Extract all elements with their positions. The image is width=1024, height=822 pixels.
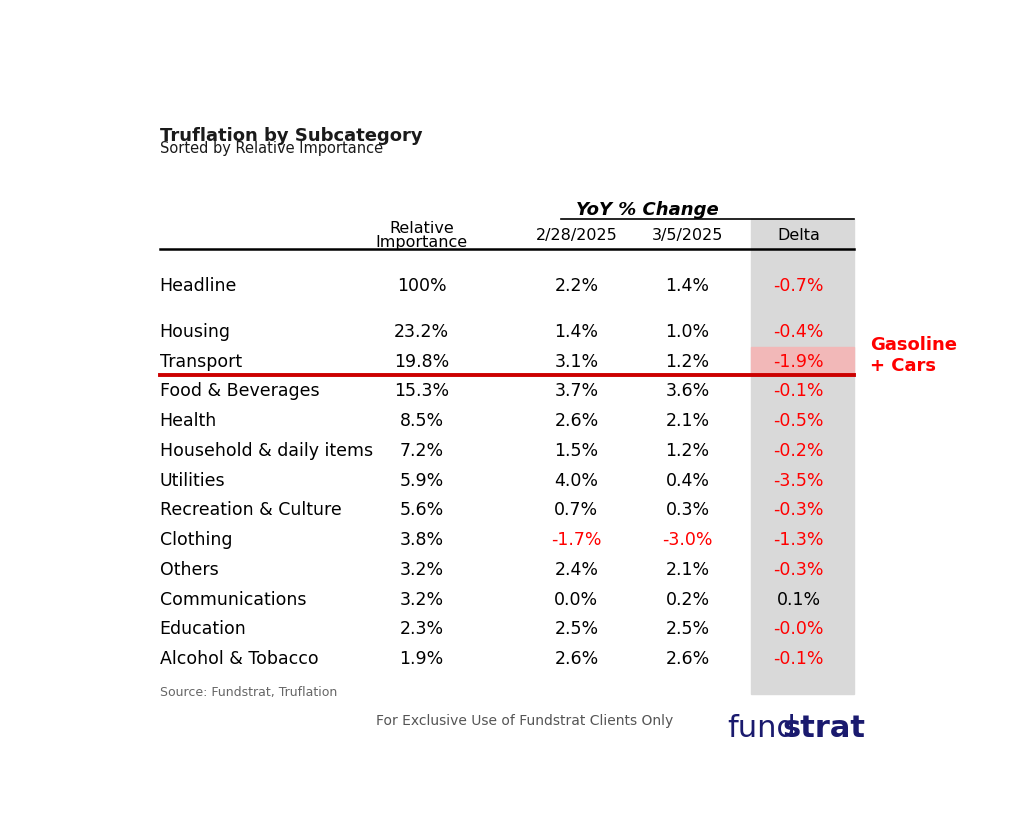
Text: Importance: Importance bbox=[376, 235, 468, 251]
Text: Truflation by Subcategory: Truflation by Subcategory bbox=[160, 127, 422, 145]
Text: Others: Others bbox=[160, 561, 218, 579]
Text: 100%: 100% bbox=[397, 277, 446, 294]
Text: Communications: Communications bbox=[160, 591, 306, 608]
Text: Clothing: Clothing bbox=[160, 531, 232, 549]
Text: 3.1%: 3.1% bbox=[554, 353, 598, 371]
Text: 0.2%: 0.2% bbox=[666, 591, 710, 608]
Text: 0.4%: 0.4% bbox=[666, 472, 710, 490]
Text: 3/5/2025: 3/5/2025 bbox=[652, 229, 723, 243]
Text: Source: Fundstrat, Truflation: Source: Fundstrat, Truflation bbox=[160, 686, 337, 699]
Text: fund: fund bbox=[727, 713, 796, 743]
Text: 2.5%: 2.5% bbox=[666, 621, 710, 639]
Text: 3.8%: 3.8% bbox=[399, 531, 443, 549]
Text: Headline: Headline bbox=[160, 277, 238, 294]
Text: -1.3%: -1.3% bbox=[773, 531, 824, 549]
Text: 2.3%: 2.3% bbox=[399, 621, 443, 639]
Text: 2.6%: 2.6% bbox=[554, 412, 598, 430]
Text: -3.5%: -3.5% bbox=[773, 472, 824, 490]
Text: 2/28/2025: 2/28/2025 bbox=[536, 229, 617, 243]
Text: -1.7%: -1.7% bbox=[551, 531, 602, 549]
Text: 0.7%: 0.7% bbox=[554, 501, 598, 520]
Text: 2.1%: 2.1% bbox=[666, 412, 710, 430]
Text: 2.2%: 2.2% bbox=[554, 277, 598, 294]
Text: 5.6%: 5.6% bbox=[399, 501, 443, 520]
Text: Health: Health bbox=[160, 412, 217, 430]
Text: 2.6%: 2.6% bbox=[554, 650, 598, 668]
Text: 0.3%: 0.3% bbox=[666, 501, 710, 520]
Text: Alcohol & Tobacco: Alcohol & Tobacco bbox=[160, 650, 318, 668]
Text: -0.4%: -0.4% bbox=[773, 323, 823, 341]
Text: 1.9%: 1.9% bbox=[399, 650, 443, 668]
Text: 1.4%: 1.4% bbox=[554, 323, 598, 341]
Text: 1.0%: 1.0% bbox=[666, 323, 710, 341]
Text: 1.4%: 1.4% bbox=[666, 277, 710, 294]
Text: 0.0%: 0.0% bbox=[554, 591, 598, 608]
Text: Utilities: Utilities bbox=[160, 472, 225, 490]
Text: 3.2%: 3.2% bbox=[399, 591, 443, 608]
Text: 2.4%: 2.4% bbox=[554, 561, 598, 579]
Text: YoY % Change: YoY % Change bbox=[577, 201, 719, 219]
Text: -1.9%: -1.9% bbox=[773, 353, 824, 371]
Bar bbox=[751, 347, 854, 375]
Text: Transport: Transport bbox=[160, 353, 242, 371]
Text: 3.2%: 3.2% bbox=[399, 561, 443, 579]
Text: 2.6%: 2.6% bbox=[666, 650, 710, 668]
Text: 0.1%: 0.1% bbox=[776, 591, 820, 608]
Text: -0.1%: -0.1% bbox=[773, 650, 824, 668]
Text: 1.2%: 1.2% bbox=[666, 442, 710, 459]
Text: -0.0%: -0.0% bbox=[773, 621, 824, 639]
Text: For Exclusive Use of Fundstrat Clients Only: For Exclusive Use of Fundstrat Clients O… bbox=[376, 713, 674, 727]
Text: 3.6%: 3.6% bbox=[666, 382, 710, 400]
Text: -0.7%: -0.7% bbox=[773, 277, 824, 294]
Text: 4.0%: 4.0% bbox=[554, 472, 598, 490]
Text: Relative: Relative bbox=[389, 221, 454, 237]
Text: -0.1%: -0.1% bbox=[773, 382, 824, 400]
Text: 15.3%: 15.3% bbox=[394, 382, 450, 400]
Text: Housing: Housing bbox=[160, 323, 230, 341]
Text: Food & Beverages: Food & Beverages bbox=[160, 382, 319, 400]
Bar bbox=[751, 219, 854, 694]
Text: 3.7%: 3.7% bbox=[554, 382, 598, 400]
Text: 2.1%: 2.1% bbox=[666, 561, 710, 579]
Text: -0.5%: -0.5% bbox=[773, 412, 824, 430]
Text: 8.5%: 8.5% bbox=[399, 412, 443, 430]
Text: 23.2%: 23.2% bbox=[394, 323, 450, 341]
Text: Recreation & Culture: Recreation & Culture bbox=[160, 501, 341, 520]
Text: 1.5%: 1.5% bbox=[554, 442, 598, 459]
Text: -0.3%: -0.3% bbox=[773, 561, 824, 579]
Text: Sorted by Relative Importance: Sorted by Relative Importance bbox=[160, 141, 383, 156]
Text: -0.3%: -0.3% bbox=[773, 501, 824, 520]
Text: -0.2%: -0.2% bbox=[773, 442, 824, 459]
Text: 7.2%: 7.2% bbox=[399, 442, 443, 459]
Text: Gasoline
+ Cars: Gasoline + Cars bbox=[870, 336, 957, 375]
Text: 2.5%: 2.5% bbox=[554, 621, 598, 639]
Text: -3.0%: -3.0% bbox=[663, 531, 713, 549]
Text: 1.2%: 1.2% bbox=[666, 353, 710, 371]
Text: Household & daily items: Household & daily items bbox=[160, 442, 373, 459]
Text: 19.8%: 19.8% bbox=[394, 353, 450, 371]
Text: Delta: Delta bbox=[777, 229, 820, 243]
Text: 5.9%: 5.9% bbox=[399, 472, 443, 490]
Text: strat: strat bbox=[782, 713, 865, 743]
Text: Education: Education bbox=[160, 621, 247, 639]
